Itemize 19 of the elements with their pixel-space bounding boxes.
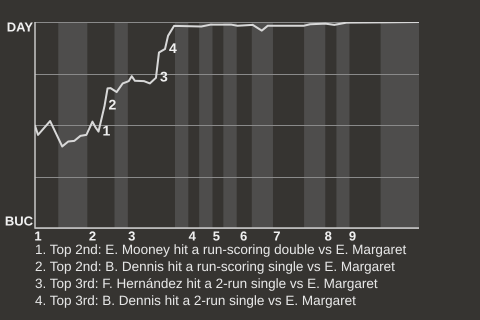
x-tick-label: 5 — [212, 228, 220, 244]
text: 1. Top 2nd: E. Mooney hit a run-scoring double vs E. Margaret — [35, 241, 406, 258]
x-tick-label: 1 — [34, 228, 42, 244]
text: BUC — [4, 214, 34, 229]
x-tick-label: 4 — [188, 228, 197, 244]
text: 2. Top 2nd: B. Dennis hit a run-scoring single vs E. Margaret — [35, 258, 396, 275]
text: 3 — [160, 68, 168, 85]
x-tick-label: 6 — [240, 228, 248, 244]
x-tick-label: 9 — [348, 228, 356, 244]
text: 2 — [108, 96, 116, 113]
text: 4 — [169, 40, 177, 56]
x-tick-label: 2 — [88, 228, 96, 244]
text: DAY — [6, 20, 34, 35]
text: 1 — [102, 122, 110, 138]
text: 3. Top 3rd: F. Hernández hit a 2-run single vs E. Margaret — [35, 275, 379, 292]
x-tick-label: 8 — [324, 228, 332, 244]
x-tick-label: 7 — [273, 228, 281, 244]
text: 4. Top 3rd: B. Dennis hit a 2-run single vs E. Margaret — [35, 292, 357, 309]
x-tick-label: 3 — [128, 228, 136, 244]
